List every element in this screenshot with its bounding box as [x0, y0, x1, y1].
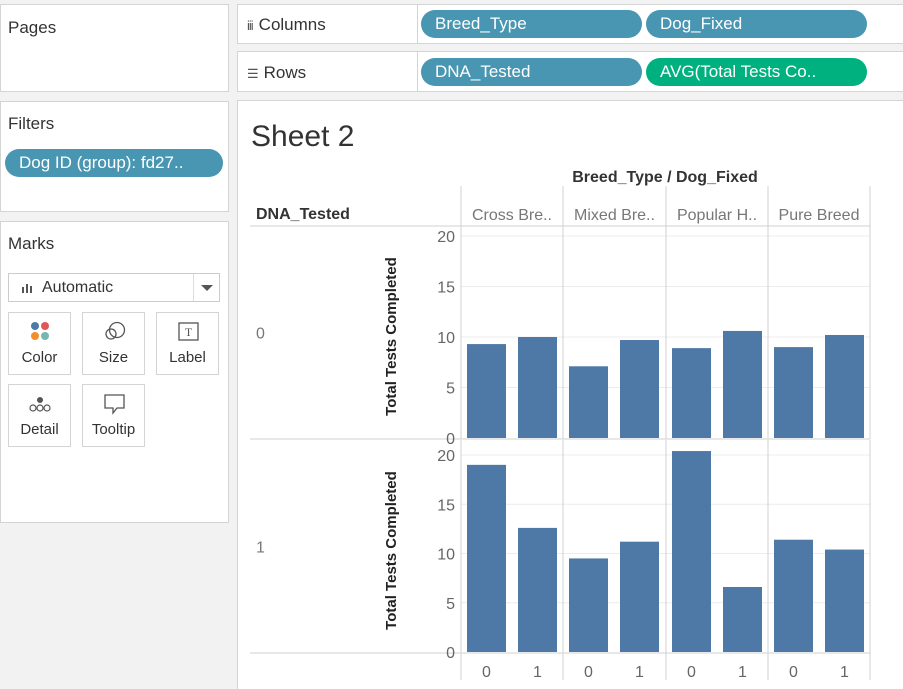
rows-shelf-header: ☰ Rows [238, 52, 418, 91]
filter-pill-dog-id[interactable]: Dog ID (group): fd27.. [5, 149, 223, 177]
detail-card-label: Detail [20, 421, 59, 438]
sheet-title: Sheet 2 [251, 120, 355, 153]
marks-panel[interactable]: Marks Automatic Color Size T Label Detai… [0, 221, 229, 523]
filters-panel[interactable]: Filters Dog ID (group): fd27.. [0, 101, 229, 212]
label-card[interactable]: T Label [156, 312, 219, 375]
sheet-view[interactable]: Sheet 2 [237, 100, 903, 689]
label-icon: T [157, 321, 218, 343]
detail-card[interactable]: Detail [8, 384, 71, 447]
label-card-label: Label [169, 349, 206, 366]
tooltip-icon [83, 393, 144, 415]
columns-shelf-header: iii Columns [238, 5, 418, 43]
column-pill-dog-fixed[interactable]: Dog_Fixed [646, 10, 867, 38]
mark-type-dropdown[interactable]: Automatic [8, 273, 220, 302]
color-card[interactable]: Color [8, 312, 71, 375]
svg-text:T: T [185, 325, 193, 339]
columns-label: Columns [258, 15, 326, 34]
marks-title: Marks [8, 234, 55, 253]
row-pill-dna-tested[interactable]: DNA_Tested [421, 58, 642, 86]
column-pill-breed-type[interactable]: Breed_Type [421, 10, 642, 38]
size-icon [83, 321, 144, 343]
size-card[interactable]: Size [82, 312, 145, 375]
bar-chart-icon [21, 280, 35, 297]
rows-icon: ☰ [247, 66, 259, 81]
color-icon [9, 321, 70, 343]
tooltip-card-label: Tooltip [91, 421, 136, 438]
pages-title: Pages [8, 18, 57, 37]
rows-shelf[interactable]: ☰ Rows DNA_Tested AVG(Total Tests Co.. [237, 51, 903, 92]
filters-title: Filters [8, 114, 55, 133]
columns-icon: iii [247, 18, 254, 33]
chevron-down-icon[interactable] [193, 274, 219, 301]
row-pill-avg-total-tests[interactable]: AVG(Total Tests Co.. [646, 58, 867, 86]
columns-shelf[interactable]: iii Columns Breed_Type Dog_Fixed [237, 4, 903, 44]
rows-label: Rows [263, 63, 307, 82]
size-card-label: Size [98, 349, 129, 366]
detail-icon [9, 393, 70, 415]
mark-type-label: Automatic [42, 279, 114, 296]
pages-panel[interactable]: Pages [0, 4, 229, 92]
tooltip-card[interactable]: Tooltip [82, 384, 145, 447]
color-card-label: Color [21, 349, 58, 366]
